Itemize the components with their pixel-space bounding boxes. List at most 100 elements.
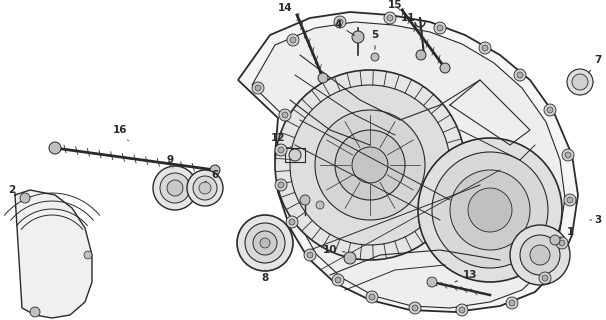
Circle shape: [275, 144, 287, 156]
Circle shape: [517, 72, 523, 78]
Circle shape: [318, 73, 328, 83]
Text: 2: 2: [8, 185, 16, 195]
Circle shape: [371, 53, 379, 61]
Circle shape: [300, 195, 310, 205]
Circle shape: [187, 170, 223, 206]
Circle shape: [210, 165, 220, 175]
Circle shape: [459, 307, 465, 313]
Circle shape: [193, 176, 217, 200]
Circle shape: [565, 152, 571, 158]
Circle shape: [530, 245, 550, 265]
Circle shape: [275, 179, 287, 191]
Circle shape: [253, 231, 277, 255]
Circle shape: [287, 34, 299, 46]
Circle shape: [506, 297, 518, 309]
Circle shape: [456, 304, 468, 316]
Circle shape: [199, 182, 211, 194]
Circle shape: [547, 107, 553, 113]
Circle shape: [307, 252, 313, 258]
Circle shape: [542, 275, 548, 281]
Text: 7: 7: [588, 55, 602, 73]
Circle shape: [556, 237, 568, 249]
Circle shape: [366, 291, 378, 303]
PathPatch shape: [238, 12, 578, 312]
Circle shape: [167, 180, 183, 196]
Circle shape: [84, 251, 92, 259]
Text: 8: 8: [261, 270, 268, 283]
Circle shape: [510, 225, 570, 285]
Circle shape: [160, 173, 190, 203]
Circle shape: [316, 201, 324, 209]
Circle shape: [550, 235, 560, 245]
Circle shape: [434, 22, 446, 34]
Circle shape: [290, 37, 296, 43]
PathPatch shape: [252, 22, 565, 308]
Circle shape: [416, 50, 426, 60]
Circle shape: [335, 130, 405, 200]
Circle shape: [245, 223, 285, 263]
Circle shape: [418, 138, 562, 282]
Circle shape: [334, 16, 346, 28]
Circle shape: [539, 272, 551, 284]
Circle shape: [289, 149, 301, 161]
Circle shape: [427, 277, 437, 287]
Circle shape: [564, 194, 576, 206]
Circle shape: [384, 12, 396, 24]
Circle shape: [20, 193, 30, 203]
Circle shape: [337, 19, 343, 25]
Text: 5: 5: [371, 30, 379, 49]
Text: 1: 1: [561, 227, 574, 238]
Circle shape: [369, 294, 375, 300]
PathPatch shape: [15, 190, 92, 318]
Circle shape: [260, 238, 270, 248]
Circle shape: [282, 112, 288, 118]
Text: 11: 11: [401, 13, 420, 28]
Circle shape: [252, 82, 264, 94]
Circle shape: [278, 182, 284, 188]
Circle shape: [432, 152, 548, 268]
Circle shape: [278, 147, 284, 153]
Circle shape: [412, 305, 418, 311]
Circle shape: [335, 277, 341, 283]
Circle shape: [30, 307, 40, 317]
Text: 9: 9: [167, 155, 173, 168]
Text: 6: 6: [205, 170, 219, 182]
Circle shape: [509, 300, 515, 306]
Circle shape: [352, 31, 364, 43]
Circle shape: [482, 45, 488, 51]
Text: 13: 13: [455, 270, 478, 282]
Text: 4: 4: [335, 20, 355, 36]
Circle shape: [255, 85, 261, 91]
Circle shape: [567, 69, 593, 95]
Circle shape: [290, 85, 450, 245]
Circle shape: [332, 274, 344, 286]
Circle shape: [437, 25, 443, 31]
Circle shape: [559, 240, 565, 246]
Circle shape: [153, 166, 197, 210]
Circle shape: [275, 70, 465, 260]
Circle shape: [468, 188, 512, 232]
Circle shape: [237, 215, 293, 271]
Circle shape: [387, 15, 393, 21]
Circle shape: [479, 42, 491, 54]
Circle shape: [49, 142, 61, 154]
Text: 16: 16: [113, 125, 128, 141]
Circle shape: [520, 235, 560, 275]
Text: 3: 3: [590, 215, 602, 225]
Circle shape: [562, 149, 574, 161]
Circle shape: [304, 249, 316, 261]
Circle shape: [544, 104, 556, 116]
Circle shape: [352, 147, 388, 183]
Circle shape: [286, 216, 298, 228]
Circle shape: [409, 302, 421, 314]
Circle shape: [344, 252, 356, 264]
Circle shape: [572, 74, 588, 90]
Text: 12: 12: [271, 133, 292, 148]
Circle shape: [315, 110, 425, 220]
Circle shape: [440, 63, 450, 73]
Circle shape: [279, 109, 291, 121]
Circle shape: [289, 219, 295, 225]
Text: 14: 14: [278, 3, 298, 18]
Circle shape: [514, 69, 526, 81]
Circle shape: [450, 170, 530, 250]
